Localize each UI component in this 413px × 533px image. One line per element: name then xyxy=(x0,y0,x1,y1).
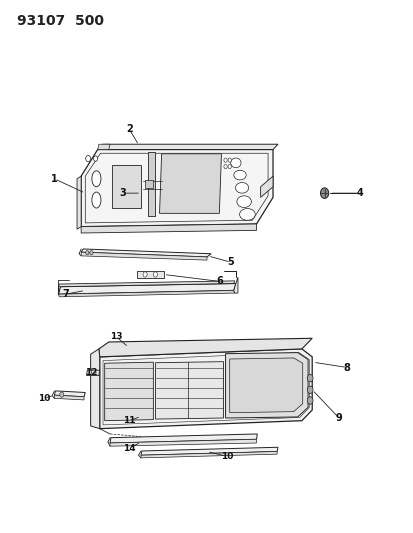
Circle shape xyxy=(143,272,147,277)
Polygon shape xyxy=(90,349,100,429)
Polygon shape xyxy=(97,144,110,150)
Circle shape xyxy=(228,165,231,168)
Polygon shape xyxy=(99,338,311,357)
Polygon shape xyxy=(81,249,211,257)
Polygon shape xyxy=(86,370,100,375)
Polygon shape xyxy=(141,447,277,455)
Circle shape xyxy=(228,158,231,163)
Text: 6: 6 xyxy=(216,277,222,286)
Polygon shape xyxy=(112,165,141,208)
Polygon shape xyxy=(155,362,223,419)
Ellipse shape xyxy=(230,158,240,167)
Polygon shape xyxy=(81,224,256,233)
Polygon shape xyxy=(110,439,256,446)
Polygon shape xyxy=(54,391,85,397)
Circle shape xyxy=(59,392,64,397)
Circle shape xyxy=(320,188,328,198)
Circle shape xyxy=(306,374,312,382)
Ellipse shape xyxy=(235,182,248,193)
Text: 5: 5 xyxy=(227,257,234,267)
Polygon shape xyxy=(260,176,272,197)
Text: 9: 9 xyxy=(335,413,342,423)
Polygon shape xyxy=(233,277,237,293)
Polygon shape xyxy=(58,290,234,297)
Polygon shape xyxy=(81,150,272,227)
Circle shape xyxy=(153,272,157,277)
Polygon shape xyxy=(141,451,276,458)
Circle shape xyxy=(223,158,227,163)
Circle shape xyxy=(85,156,90,162)
Text: 2: 2 xyxy=(126,124,133,134)
Ellipse shape xyxy=(233,170,246,180)
Polygon shape xyxy=(225,353,307,418)
Polygon shape xyxy=(58,284,235,294)
Ellipse shape xyxy=(239,208,255,220)
Text: 14: 14 xyxy=(123,444,135,453)
Text: 1: 1 xyxy=(51,174,57,184)
Text: 7: 7 xyxy=(62,289,69,299)
Polygon shape xyxy=(159,154,221,213)
Circle shape xyxy=(85,251,89,255)
Text: 4: 4 xyxy=(356,188,363,198)
Circle shape xyxy=(306,386,312,393)
Polygon shape xyxy=(54,395,84,400)
Polygon shape xyxy=(148,152,155,216)
Polygon shape xyxy=(104,362,153,421)
Circle shape xyxy=(306,397,312,404)
Polygon shape xyxy=(229,358,302,413)
Ellipse shape xyxy=(236,196,251,207)
Polygon shape xyxy=(81,252,206,260)
Polygon shape xyxy=(110,434,257,443)
Circle shape xyxy=(90,251,93,255)
Circle shape xyxy=(223,165,227,168)
Polygon shape xyxy=(58,281,234,287)
Ellipse shape xyxy=(92,192,101,208)
Text: 93107  500: 93107 500 xyxy=(17,14,104,28)
Polygon shape xyxy=(145,180,152,188)
Text: 13: 13 xyxy=(110,332,122,341)
Polygon shape xyxy=(100,349,311,429)
Polygon shape xyxy=(97,144,277,150)
Text: 3: 3 xyxy=(119,188,126,198)
Text: 10: 10 xyxy=(220,452,233,461)
Text: 10: 10 xyxy=(38,394,50,403)
Text: 8: 8 xyxy=(343,362,350,373)
Text: 12: 12 xyxy=(85,368,97,377)
Polygon shape xyxy=(77,176,81,229)
Circle shape xyxy=(93,156,97,161)
Text: 11: 11 xyxy=(123,416,135,425)
Ellipse shape xyxy=(92,171,101,187)
Polygon shape xyxy=(137,271,163,278)
